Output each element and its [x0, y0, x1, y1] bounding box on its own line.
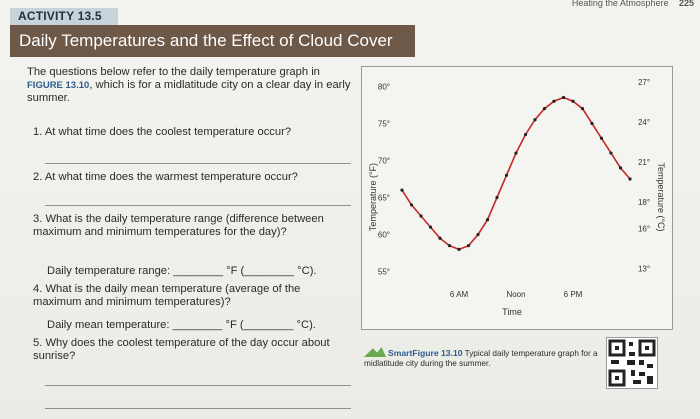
- data-point: [628, 177, 632, 181]
- caption-text: Typical daily temperature graph for a mi…: [364, 349, 598, 368]
- y-tick-label-f: 80°: [378, 82, 390, 91]
- answer-line-2[interactable]: [45, 205, 351, 206]
- question-1: 1. At what time does the coolest tempera…: [33, 126, 292, 138]
- answer-line-1[interactable]: [45, 163, 351, 164]
- question-4: 4. What is the daily mean temperature (a…: [33, 283, 301, 308]
- temperature-chart: Temperature (°F) Temperature (°C) Time 5…: [361, 66, 673, 330]
- question-5: 5. Why does the coolest temperature of t…: [33, 337, 330, 362]
- data-point: [466, 244, 471, 248]
- y-tick-label-c: 24°: [638, 118, 650, 127]
- data-point: [571, 99, 575, 103]
- data-point: [428, 225, 433, 229]
- data-point: [495, 195, 499, 200]
- activity-label: ACTIVITY 13.5: [10, 8, 118, 25]
- data-point: [599, 136, 604, 140]
- answer-line-5a[interactable]: [45, 385, 351, 386]
- x-tick-label: 6 PM: [564, 290, 583, 299]
- intro-text-2: , which is for a midlatitude city on a c…: [27, 79, 351, 104]
- chart-svg: Temperature (°F) Temperature (°C) Time 5…: [368, 78, 666, 317]
- y-tick-label-f: 75°: [378, 119, 390, 128]
- running-head-text: Heating the Atmosphere: [571, 0, 669, 8]
- data-point: [485, 218, 490, 222]
- questions-column: The questions below refer to the daily t…: [27, 66, 357, 113]
- activity-title: Daily Temperatures and the Effect of Clo…: [10, 25, 415, 57]
- data-point: [580, 107, 585, 111]
- data-point: [590, 121, 594, 126]
- intro-paragraph: The questions below refer to the daily t…: [27, 66, 357, 105]
- data-point: [400, 188, 404, 192]
- y-axis-label-c: Temperature (°C): [656, 162, 666, 231]
- figure-reference: FIGURE 13.10: [27, 80, 90, 91]
- data-point: [476, 232, 480, 237]
- data-point: [618, 166, 623, 170]
- y-tick-label-c: 13°: [638, 265, 650, 274]
- data-point: [561, 95, 566, 100]
- y-tick-label-f: 65°: [378, 194, 390, 203]
- smartfigure-icon: [364, 347, 386, 357]
- temperature-line: [401, 96, 631, 251]
- answer-label-3: Daily temperature range: ________ °F (__…: [47, 265, 317, 277]
- y-tick-label-f: 55°: [378, 268, 390, 277]
- x-tick-label: Noon: [506, 290, 525, 299]
- data-point: [542, 107, 547, 111]
- y-tick-label-c: 21°: [638, 158, 650, 167]
- data-point: [609, 151, 613, 155]
- data-point: [552, 99, 556, 103]
- data-point: [523, 132, 528, 137]
- data-point: [457, 247, 461, 251]
- data-point: [419, 214, 423, 218]
- question-3: 3. What is the daily temperature range (…: [33, 213, 324, 238]
- y-tick-label-c: 27°: [638, 78, 650, 87]
- y-axis-label-f: Temperature (°F): [368, 163, 378, 231]
- figure-caption: SmartFigure 13.10 Typical daily temperat…: [364, 346, 609, 369]
- y-tick-label-c: 18°: [638, 198, 650, 207]
- answer-label-4: Daily mean temperature: ________ °F (___…: [47, 319, 316, 331]
- intro-text-1: The questions below refer to the daily t…: [27, 66, 320, 78]
- answer-line-5b[interactable]: [45, 408, 351, 409]
- caption-label: SmartFigure 13.10: [388, 348, 463, 358]
- data-point: [514, 151, 518, 155]
- data-point: [438, 236, 442, 240]
- qr-code-icon[interactable]: [606, 337, 658, 389]
- question-2: 2. At what time does the warmest tempera…: [33, 171, 298, 183]
- x-tick-label: 6 AM: [450, 290, 469, 299]
- running-head: Heating the Atmosphere 225: [572, 0, 694, 8]
- data-point: [533, 118, 537, 122]
- data-point: [447, 244, 452, 248]
- data-point: [504, 173, 509, 177]
- y-tick-label-f: 60°: [378, 231, 390, 240]
- y-tick-label-c: 16°: [638, 225, 650, 234]
- x-axis-label: Time: [502, 307, 522, 317]
- page-number: 225: [678, 0, 694, 8]
- data-point: [409, 203, 414, 207]
- y-tick-label-f: 70°: [378, 156, 390, 165]
